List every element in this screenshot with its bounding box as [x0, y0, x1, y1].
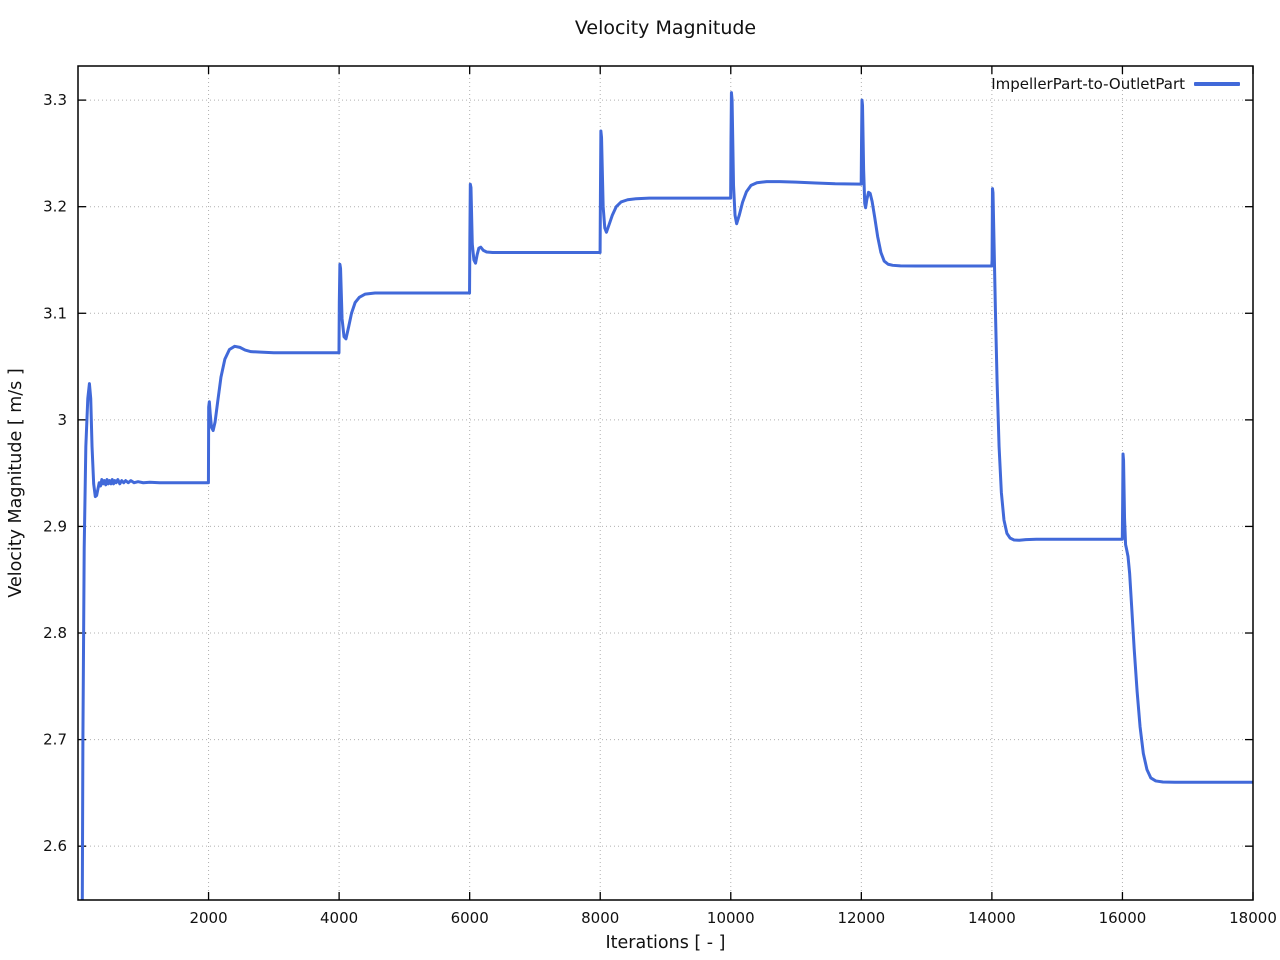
x-tick-label: 6000 — [451, 909, 489, 927]
y-tick-label: 2.8 — [43, 624, 67, 642]
y-tick-label: 3.2 — [43, 198, 67, 216]
x-tick-label: 16000 — [1099, 909, 1147, 927]
data-line-impellerpart-to-outletpart — [80, 91, 1253, 900]
x-tick-label: 18000 — [1229, 909, 1277, 927]
y-tick-label: 3.3 — [43, 91, 67, 109]
y-tick-label: 2.6 — [43, 837, 67, 855]
y-tick-label: 2.7 — [43, 731, 67, 749]
x-axis-label: Iterations [ - ] — [605, 933, 726, 953]
x-tick-label: 2000 — [189, 909, 227, 927]
legend-series-label: ImpellerPart-to-OutletPart — [991, 75, 1185, 93]
x-tick-label: 14000 — [968, 909, 1016, 927]
y-tick-label: 3 — [57, 411, 67, 429]
x-tick-label: 4000 — [320, 909, 358, 927]
x-tick-label: 12000 — [837, 909, 885, 927]
plot-border — [77, 65, 1254, 901]
legend-line-sample — [1194, 82, 1240, 86]
y-tick-label: 2.9 — [43, 517, 67, 535]
x-tick-label: 8000 — [581, 909, 619, 927]
x-tick-label: 10000 — [707, 909, 755, 927]
legend: ImpellerPart-to-OutletPart — [991, 75, 1240, 93]
y-axis-label: Velocity Magnitude [ m/s ] — [6, 368, 26, 598]
y-tick-label: 3.1 — [43, 304, 67, 322]
chart-title: Velocity Magnitude — [574, 17, 757, 39]
